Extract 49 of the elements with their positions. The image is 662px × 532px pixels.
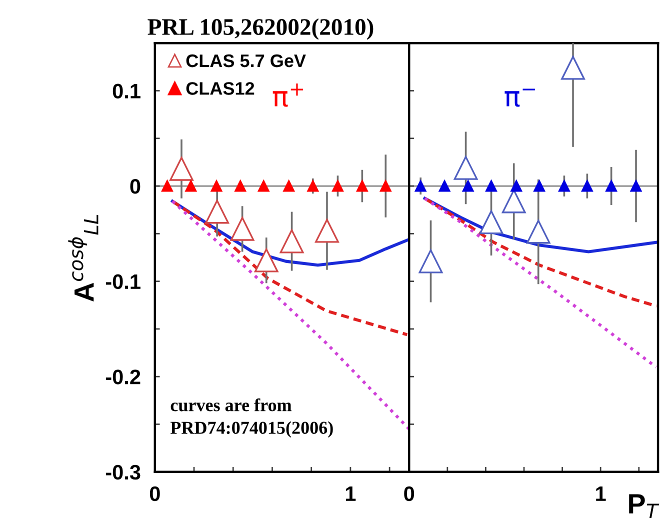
y-tick-label: -0.1 <box>106 274 140 290</box>
annotation: π$^{+}$ <box>272 83 304 107</box>
point <box>170 156 194 181</box>
y-axis-title: A$^{cosϕ}$$_{LL}$ <box>68 214 98 302</box>
point <box>438 180 450 192</box>
y-tick-label: 0 <box>130 179 140 194</box>
point <box>606 180 618 192</box>
legend-label: CLAS12 <box>186 82 254 95</box>
point <box>534 180 546 192</box>
point <box>307 180 319 192</box>
point <box>254 248 278 272</box>
point <box>230 216 254 241</box>
point <box>630 180 642 192</box>
x-axis-title: P$_{T}$ <box>629 494 660 518</box>
point <box>280 229 304 254</box>
point <box>510 180 522 192</box>
chart-title: PRL 105,262002(2010) <box>148 18 374 40</box>
x-tick-label: 1 <box>346 486 356 501</box>
point <box>454 156 478 180</box>
point <box>356 180 368 192</box>
point <box>380 180 392 192</box>
point <box>258 180 270 192</box>
point <box>561 56 585 80</box>
y-tick-label: -0.2 <box>106 370 140 384</box>
point <box>332 180 344 192</box>
annotation: π$^{−}$ <box>504 88 535 107</box>
x-tick-label: 0 <box>404 486 414 502</box>
x-tick-label: 1 <box>596 486 606 501</box>
point <box>526 220 550 244</box>
line-series <box>170 200 409 336</box>
point <box>418 249 443 274</box>
point <box>315 218 339 243</box>
point <box>283 180 295 192</box>
point <box>234 180 246 192</box>
y-tick-label: -0.3 <box>106 464 140 480</box>
point <box>462 180 474 192</box>
point <box>414 180 426 192</box>
point <box>486 180 497 192</box>
point <box>581 180 593 192</box>
point <box>558 180 570 192</box>
point <box>185 180 197 192</box>
x-tick-label: 0 <box>150 486 160 502</box>
point <box>479 210 504 234</box>
annotation: curves are from PRD74:074015(2006) <box>170 398 333 438</box>
y-tick-label: 0.1 <box>112 84 140 98</box>
point <box>162 180 173 192</box>
point <box>210 180 222 192</box>
point <box>205 200 230 224</box>
legend-label: CLAS 5.7 GeV <box>186 54 306 68</box>
